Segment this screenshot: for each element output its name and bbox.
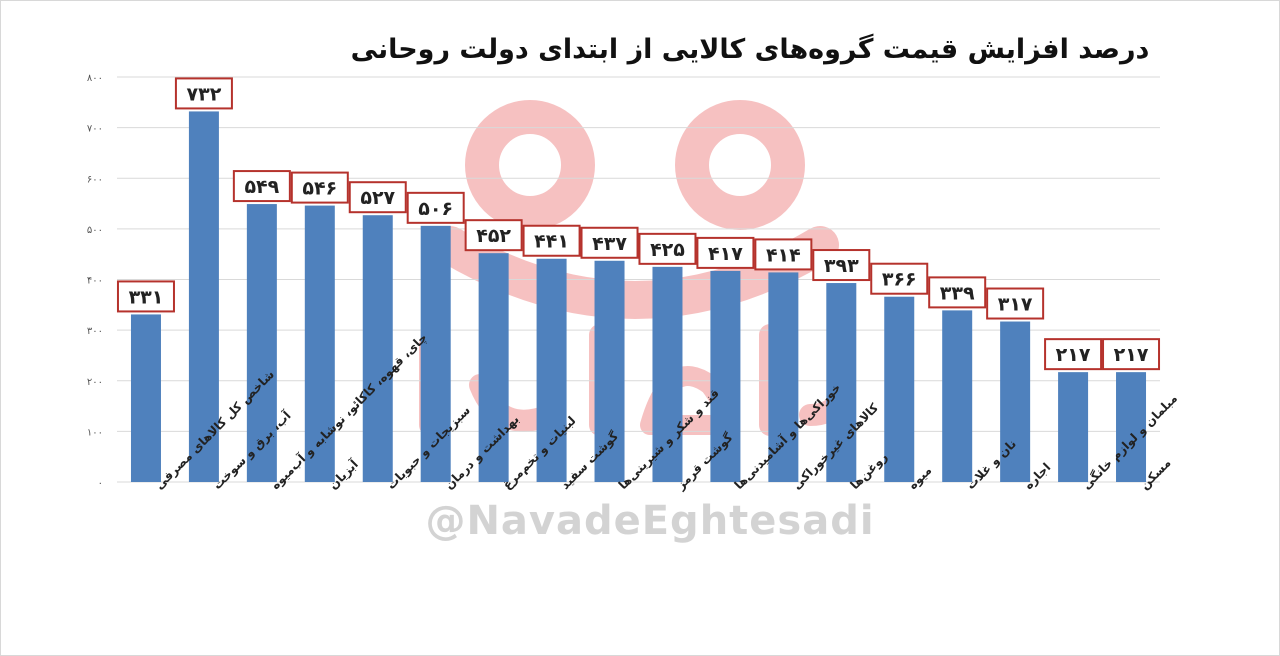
y-tick-label: ۸۰۰ — [87, 73, 103, 84]
data-label: ۴۵۲ — [476, 225, 511, 247]
data-label-box — [812, 249, 871, 282]
chart-title: درصد افزایش قیمت گروه‌های کالایی از ابتد… — [350, 34, 1150, 65]
bar — [594, 260, 625, 482]
data-label: ۳۳۱ — [129, 286, 164, 308]
data-label: ۴۲۵ — [650, 239, 685, 261]
data-label: ۵۴۹ — [244, 176, 279, 198]
bar — [884, 296, 915, 482]
bar — [362, 215, 393, 483]
bar — [768, 272, 799, 482]
bar — [478, 253, 509, 482]
data-label: ۵۲۷ — [360, 187, 395, 209]
data-label-box — [638, 232, 697, 265]
bar — [942, 310, 973, 482]
bar — [652, 266, 683, 482]
bar — [1116, 372, 1147, 482]
data-label-box — [232, 170, 291, 203]
data-label-box — [754, 238, 813, 271]
bar — [536, 258, 567, 482]
y-tick-label: ۴۰۰ — [87, 276, 103, 287]
bar — [420, 225, 451, 482]
data-label-box — [406, 191, 465, 224]
data-label-box — [290, 171, 349, 204]
y-tick-label: ۵۰۰ — [87, 225, 103, 236]
data-label: ۵۴۶ — [302, 178, 337, 200]
data-label: ۵۰۶ — [418, 198, 453, 220]
data-label-box — [870, 262, 929, 295]
data-label: ۷۳۲ — [187, 83, 222, 105]
data-label-box — [464, 219, 523, 252]
bar — [1000, 321, 1031, 482]
bar — [130, 314, 161, 482]
data-label-box — [174, 77, 233, 110]
data-label: ۳۳۹ — [940, 282, 975, 304]
bar — [246, 204, 277, 482]
data-label: ۲۱۷ — [1114, 344, 1149, 366]
data-label: ۴۱۷ — [708, 243, 743, 265]
data-label: ۴۱۴ — [766, 244, 801, 266]
data-label: ۲۱۷ — [1056, 344, 1091, 366]
y-tick-label: ۷۰۰ — [87, 124, 103, 135]
y-tick-label: ۰ — [98, 478, 103, 489]
y-tick-label: ۲۰۰ — [87, 377, 103, 388]
data-label: ۳۹۳ — [824, 255, 859, 277]
data-label-box — [986, 287, 1045, 320]
data-label-box — [928, 276, 987, 309]
bar — [710, 270, 741, 482]
y-tick-label: ۳۰۰ — [87, 326, 103, 337]
y-tick-label: ۶۰۰ — [87, 174, 103, 185]
bar — [826, 283, 857, 482]
data-label: ۴۴۱ — [534, 231, 569, 253]
data-label-box — [116, 280, 175, 313]
data-label-box — [580, 226, 639, 259]
data-label-box — [696, 236, 755, 269]
bar — [304, 205, 335, 482]
data-label: ۳۱۷ — [998, 294, 1033, 316]
data-label: ۴۳۷ — [592, 233, 627, 255]
data-label-box — [1102, 338, 1161, 371]
bar — [188, 111, 219, 483]
y-tick-label: ۱۰۰ — [87, 427, 103, 438]
data-label-box — [522, 224, 581, 257]
bar — [1058, 372, 1089, 482]
data-label: ۳۶۶ — [882, 269, 917, 291]
data-label-box — [1044, 338, 1103, 371]
data-label-box — [348, 181, 407, 214]
